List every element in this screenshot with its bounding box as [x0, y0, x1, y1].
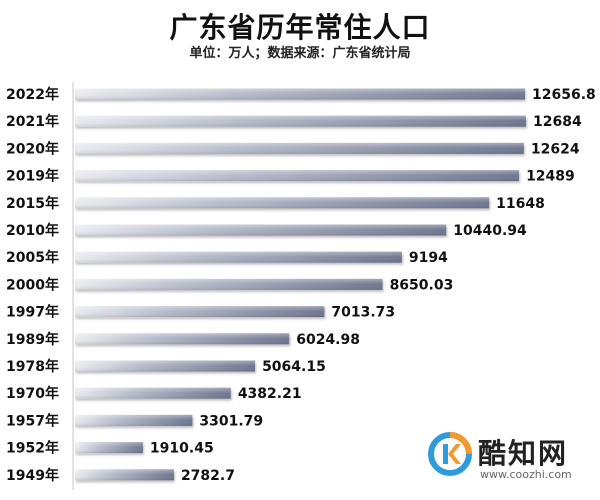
value-label: 11648 [496, 196, 545, 212]
value-label: 10440.94 [453, 223, 527, 239]
bar-shading [75, 197, 490, 209]
value-label: 12489 [526, 169, 575, 185]
value-label: 12624 [531, 141, 580, 157]
coozhi-logo-icon [428, 432, 472, 476]
value-label: 5064.15 [262, 359, 326, 375]
category-label: 1952年 [6, 440, 59, 457]
category-label: 1957年 [6, 412, 59, 429]
category-label: 2019年 [6, 168, 59, 185]
category-label: 2020年 [6, 140, 59, 157]
value-label: 4382.21 [238, 386, 302, 402]
value-label: 12656.8 [532, 87, 596, 103]
category-label: 2000年 [6, 276, 59, 293]
bar-shading [75, 251, 402, 263]
category-label: 1997年 [6, 304, 59, 321]
category-label: 2015年 [6, 195, 59, 212]
category-label: 2010年 [6, 222, 59, 239]
category-label: 2022年 [6, 86, 59, 103]
value-label: 2782.7 [181, 468, 235, 484]
category-label: 1949年 [6, 467, 59, 484]
category-label: 1978年 [6, 358, 59, 375]
value-label: 1910.45 [150, 441, 214, 457]
bar-shading [75, 306, 325, 318]
bar-shading [75, 88, 526, 100]
chart-subtitle: 单位：万人；数据来源：广东省统计局 [189, 46, 411, 61]
watermark-logo: 酷知网 www.coozhi.com [426, 428, 586, 488]
bar-shading [75, 224, 447, 236]
value-label: 6024.98 [296, 332, 360, 348]
watermark-url: www.coozhi.com [480, 468, 572, 481]
bar-shading [75, 469, 174, 481]
category-label: 1989年 [6, 331, 59, 348]
category-label: 2005年 [6, 249, 59, 266]
bar-shading [75, 360, 256, 372]
value-label: 12684 [533, 114, 582, 130]
bar-shading [75, 170, 520, 182]
chart-title: 广东省历年常住人口 [169, 11, 431, 44]
bar-shading [75, 442, 143, 454]
value-label: 9194 [409, 250, 448, 266]
bar-shading [75, 142, 524, 154]
bar-shading [75, 115, 526, 127]
bar-shading [75, 414, 193, 426]
watermark-name: 酷知网 [478, 437, 569, 470]
value-label: 8650.03 [390, 277, 454, 293]
value-label: 3301.79 [199, 413, 263, 429]
bar-shading [75, 278, 383, 290]
category-label: 2021年 [6, 113, 59, 130]
bar-shading [75, 333, 290, 345]
value-label: 7013.73 [331, 305, 395, 321]
category-label: 1970年 [6, 385, 59, 402]
bar-shading [75, 387, 231, 399]
